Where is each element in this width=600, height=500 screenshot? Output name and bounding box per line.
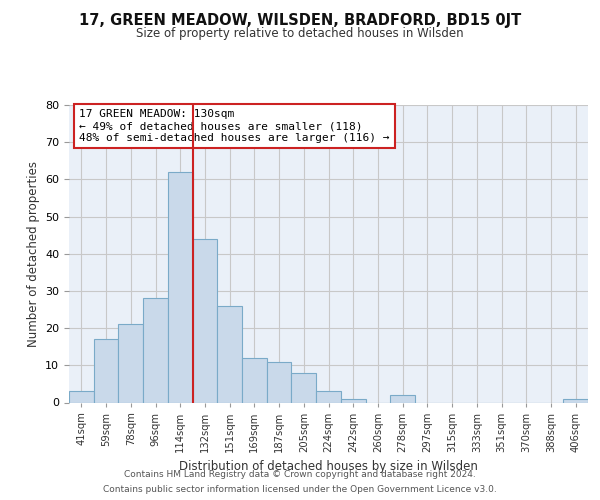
Bar — [390, 395, 415, 402]
X-axis label: Distribution of detached houses by size in Wilsden: Distribution of detached houses by size … — [179, 460, 478, 473]
Bar — [143, 298, 168, 403]
Text: Size of property relative to detached houses in Wilsden: Size of property relative to detached ho… — [136, 28, 464, 40]
Bar — [69, 392, 94, 402]
Bar — [193, 239, 217, 402]
Bar — [217, 306, 242, 402]
Bar — [267, 362, 292, 403]
Text: 17 GREEN MEADOW: 130sqm
← 49% of detached houses are smaller (118)
48% of semi-d: 17 GREEN MEADOW: 130sqm ← 49% of detache… — [79, 110, 390, 142]
Bar — [563, 399, 588, 402]
Bar — [94, 340, 118, 402]
Bar — [316, 392, 341, 402]
Bar — [242, 358, 267, 403]
Text: 17, GREEN MEADOW, WILSDEN, BRADFORD, BD15 0JT: 17, GREEN MEADOW, WILSDEN, BRADFORD, BD1… — [79, 12, 521, 28]
Y-axis label: Number of detached properties: Number of detached properties — [26, 161, 40, 347]
Bar — [341, 399, 365, 402]
Bar — [292, 373, 316, 402]
Bar — [118, 324, 143, 402]
Text: Contains public sector information licensed under the Open Government Licence v3: Contains public sector information licen… — [103, 485, 497, 494]
Bar — [168, 172, 193, 402]
Text: Contains HM Land Registry data © Crown copyright and database right 2024.: Contains HM Land Registry data © Crown c… — [124, 470, 476, 479]
